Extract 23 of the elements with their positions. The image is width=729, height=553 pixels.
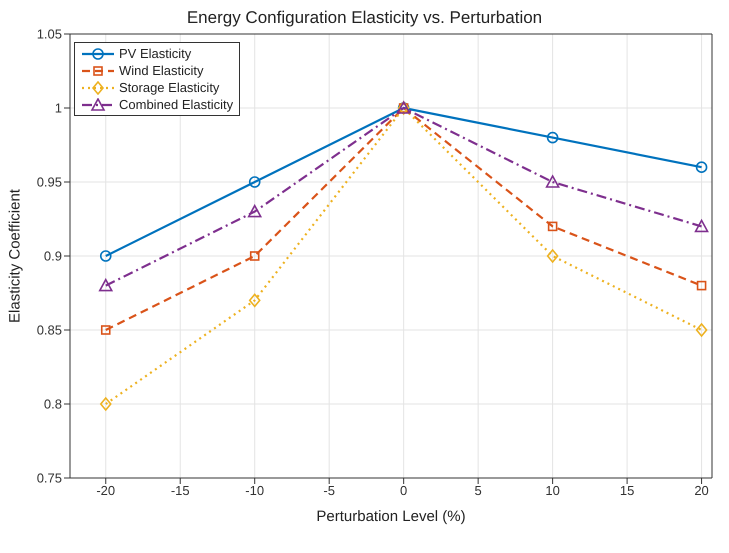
legend-label: Wind Elasticity xyxy=(119,63,204,78)
x-tick-label: -15 xyxy=(170,483,190,498)
y-tick-label: 0.75 xyxy=(36,470,62,486)
y-axis-title: Elasticity Coefficient xyxy=(6,188,24,323)
x-tick-label: -10 xyxy=(245,483,264,498)
x-tick-label: 20 xyxy=(694,483,709,498)
x-tick-label: 15 xyxy=(620,483,634,498)
x-tick-label: -5 xyxy=(323,483,335,498)
legend-label: Storage Elasticity xyxy=(119,80,220,95)
x-tick-label: 5 xyxy=(474,483,482,498)
x-tick-label: 10 xyxy=(545,483,560,498)
y-tick-label: 0.85 xyxy=(36,322,62,338)
legend-label: PV Elasticity xyxy=(119,46,192,61)
x-axis-title: Perturbation Level (%) xyxy=(316,508,466,525)
x-tick-label: -20 xyxy=(96,483,116,498)
y-tick-label: 0.8 xyxy=(44,396,62,412)
y-tick-label: 1 xyxy=(54,100,62,116)
chart-title: Energy Configuration Elasticity vs. Perturbation xyxy=(186,8,544,28)
x-tick-label: 0 xyxy=(400,483,408,498)
y-tick-label: 1.05 xyxy=(36,26,62,42)
y-tick-label: 0.9 xyxy=(44,248,62,264)
y-tick-label: 0.95 xyxy=(36,174,62,190)
legend-label: Combined Elasticity xyxy=(119,97,234,112)
